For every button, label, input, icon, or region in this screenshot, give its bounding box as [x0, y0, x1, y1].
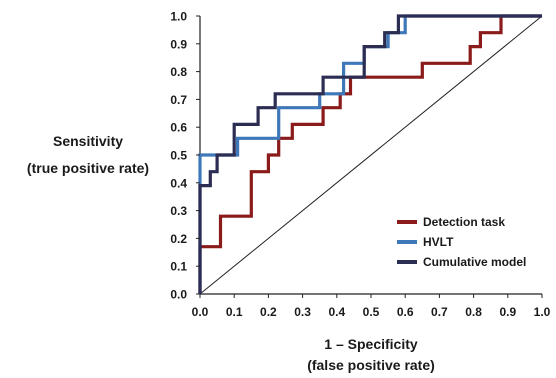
x-tick-label: 0.8	[465, 305, 482, 319]
x-tick-label: 0.5	[363, 305, 380, 319]
y-tick-label: 0.5	[170, 149, 187, 163]
x-tick-label: 0.7	[431, 305, 448, 319]
plot-area	[198, 14, 543, 295]
x-tick-label: 0.1	[226, 305, 243, 319]
series-layer	[198, 14, 542, 294]
series-line-detection-task	[198, 14, 542, 294]
y-axis-label-line-1: Sensitivity	[53, 133, 123, 149]
y-axis-label: Sensitivity (true positive rate)	[27, 133, 149, 176]
y-tick-label: 0.6	[170, 121, 187, 135]
series-line-cumulative-model	[198, 14, 542, 294]
y-tick-label: 0.4	[170, 176, 187, 190]
y-axis-ticks: 0.0 0.1 0.2 0.3 0.4 0.5 0.6 0.7 0.8 0.9 1.0	[170, 10, 200, 302]
x-tick-label: 0.0	[192, 305, 209, 319]
x-axis-label-line-2: (false positive rate)	[307, 357, 435, 373]
x-tick-label: 0.3	[294, 305, 311, 319]
y-tick-label: 0.0	[170, 288, 187, 302]
x-axis-ticks: 0.0 0.1 0.2 0.3 0.4 0.5 0.6 0.7 0.8 0.9 1.0	[192, 294, 551, 319]
y-tick-label: 0.2	[170, 232, 187, 246]
y-axis-label-line-2: (true positive rate)	[27, 160, 149, 176]
x-tick-label: 0.9	[499, 305, 516, 319]
legend: Detection task HVLT Cumulative model	[397, 215, 526, 269]
legend-label-detection-task: Detection task	[423, 215, 505, 229]
y-tick-label: 0.3	[170, 204, 187, 218]
y-tick-label: 0.8	[170, 65, 187, 79]
y-tick-label: 0.9	[170, 37, 187, 51]
x-tick-label: 0.2	[260, 305, 277, 319]
x-tick-label: 1.0	[534, 305, 551, 319]
legend-label-cumulative-model: Cumulative model	[423, 255, 526, 269]
x-tick-label: 0.6	[397, 305, 414, 319]
y-tick-label: 1.0	[170, 10, 187, 24]
x-axis-label: 1 – Specificity (false positive rate)	[307, 336, 435, 373]
x-axis-label-line-1: 1 – Specificity	[324, 336, 418, 352]
y-tick-label: 0.7	[170, 93, 187, 107]
y-tick-label: 0.1	[170, 260, 187, 274]
legend-label-hvlt: HVLT	[423, 235, 454, 249]
x-tick-label: 0.4	[328, 305, 345, 319]
chance-diagonal-line	[199, 15, 543, 295]
